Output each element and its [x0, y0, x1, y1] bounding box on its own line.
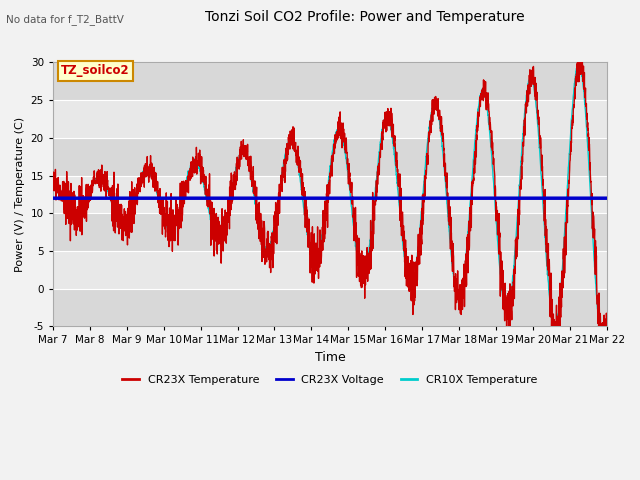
Text: No data for f_T2_BattV: No data for f_T2_BattV — [6, 14, 124, 25]
Bar — [53, 176, 607, 213]
Text: TZ_soilco2: TZ_soilco2 — [61, 64, 130, 77]
Bar — [53, 62, 607, 100]
Bar — [53, 251, 607, 289]
Bar — [53, 289, 607, 326]
Bar — [53, 138, 607, 176]
Text: Tonzi Soil CO2 Profile: Power and Temperature: Tonzi Soil CO2 Profile: Power and Temper… — [205, 10, 525, 24]
X-axis label: Time: Time — [314, 351, 345, 364]
Y-axis label: Power (V) / Temperature (C): Power (V) / Temperature (C) — [15, 117, 25, 272]
Legend: CR23X Temperature, CR23X Voltage, CR10X Temperature: CR23X Temperature, CR23X Voltage, CR10X … — [118, 371, 542, 390]
Bar — [53, 100, 607, 138]
Bar — [53, 213, 607, 251]
